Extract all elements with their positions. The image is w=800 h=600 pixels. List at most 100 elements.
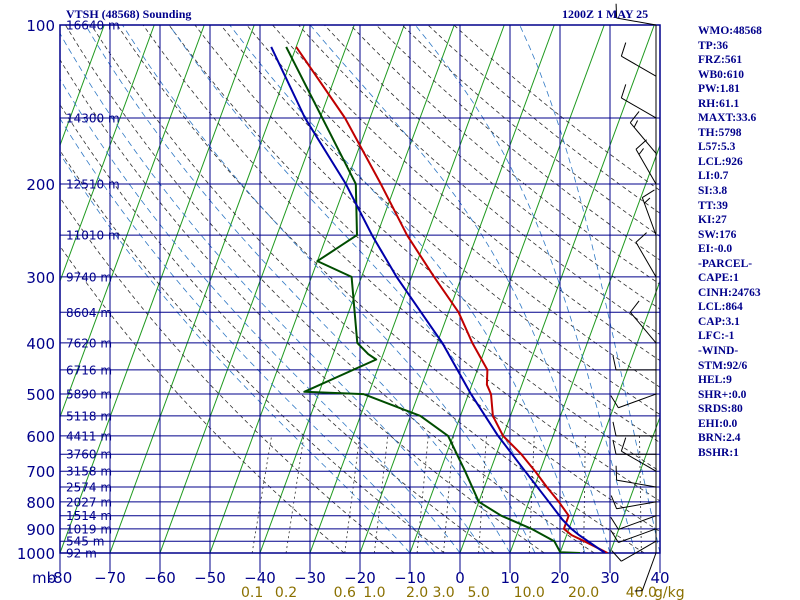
wind-barb [610, 495, 657, 510]
isotherm-line [109, 25, 305, 553]
temperature-tick-label: 40 [650, 569, 669, 587]
wind-barb [610, 528, 657, 543]
stability-index: STM:92/6 [698, 359, 748, 372]
stability-index: LCL:864 [698, 301, 743, 314]
wind-barb-flag [629, 300, 640, 313]
height-label: 545 m [66, 535, 104, 549]
pressure-tick-label: 800 [26, 494, 55, 512]
wind-barb-staff [635, 149, 657, 185]
wind-barb [641, 189, 657, 236]
wind-barb-flag [610, 495, 618, 509]
isotherm-line [159, 25, 355, 553]
wind-barb [620, 42, 657, 77]
stability-index: LFC:-1 [698, 330, 735, 343]
wind-barb [612, 355, 656, 371]
pressure-tick-label: 400 [26, 335, 55, 353]
mixing-ratio-label: 20.0 [568, 585, 599, 600]
wind-barb [620, 84, 657, 119]
isotherm-line [459, 25, 655, 553]
wind-barb [629, 111, 657, 154]
wind-barb-staff [629, 122, 657, 154]
height-label: 2027 m [66, 495, 112, 509]
observation-time: 1200Z 1 MAY 25 [562, 7, 649, 21]
wind-barb-flag [610, 517, 619, 530]
temperature-tick-label: −10 [394, 569, 426, 587]
stability-index: LCL:926 [698, 155, 743, 168]
wind-barb [610, 393, 657, 409]
isotherm-line [509, 143, 660, 553]
wind-barb-flag [642, 189, 655, 198]
wind-barb-flag [620, 42, 627, 57]
mixing-ratio-label: 2.0 [406, 585, 428, 600]
mixing-ratio-line [251, 435, 272, 553]
wind-barb-flag [635, 232, 647, 243]
height-label: 11010 m [66, 229, 120, 243]
pressure-tick-label: 300 [26, 269, 55, 287]
pressure-tick-label: 500 [26, 386, 55, 404]
dry-adiabat-line [65, 25, 595, 553]
isotherm-line [60, 25, 105, 147]
stability-index: TP:36 [698, 39, 729, 52]
mixing-ratio-line [639, 435, 642, 553]
stability-index: CAPE:1 [698, 272, 739, 285]
mixing-ratio-label: 10.0 [514, 585, 545, 600]
mixing-ratio-line [416, 435, 429, 553]
isotherm-line [60, 25, 155, 283]
dry-adiabat-line [142, 25, 660, 502]
temperature-tick-label: −30 [294, 569, 326, 587]
isotherm-line [359, 25, 555, 553]
wind-barb-staff [621, 97, 657, 119]
pressure-tick-label: 900 [26, 521, 55, 539]
temperature-tick-label: 0 [455, 569, 465, 587]
wind-barb [610, 515, 657, 530]
wind-barb-flag [635, 139, 647, 150]
height-label: 16640 m [66, 19, 120, 33]
height-label: 6716 m [66, 363, 112, 377]
stability-index: PW:1.81 [698, 83, 740, 96]
stability-index: FRZ:561 [698, 54, 743, 67]
height-label: 4411 m [66, 429, 112, 443]
wind-barb-flag [638, 148, 644, 155]
mixing-ratio-line [583, 435, 586, 553]
moist-adiabat-line [60, 32, 486, 553]
dewpoint-trace [285, 46, 581, 553]
stability-index: EHI:0.0 [698, 417, 738, 430]
temperature-tick-label: −60 [144, 569, 176, 587]
stability-index: WB0:610 [698, 68, 744, 81]
wind-barb [615, 465, 657, 488]
isotherm-lines [60, 25, 660, 553]
wind-barb-staff [635, 242, 657, 278]
wind-barb-staff [618, 515, 657, 530]
wind-barb-flag [611, 550, 622, 562]
wind-barb-staff [641, 552, 657, 591]
wind-barb-staff [616, 17, 657, 26]
wind-barb-staff [616, 501, 657, 510]
temperature-tick-label: −20 [344, 569, 376, 587]
mixing-ratio-line [443, 435, 454, 553]
wind-barb-staff [621, 55, 657, 77]
temperature-tick-label: −70 [94, 569, 126, 587]
plot-border [59, 24, 661, 554]
mixing-ratio-label: 3.0 [432, 585, 454, 600]
height-label: 7620 m [66, 336, 112, 350]
isotherm-line [60, 25, 205, 419]
wind-barb-flag [629, 111, 640, 123]
mixing-ratio-line [285, 435, 305, 553]
wind-barb [634, 552, 657, 592]
height-label: 9740 m [66, 270, 112, 284]
height-label: 5118 m [66, 409, 112, 423]
temperature-tick-label: −40 [244, 569, 276, 587]
height-label: 3760 m [66, 448, 112, 462]
dry-adiabat-lines [60, 25, 660, 553]
mixing-ratio-label: 0.6 [334, 585, 356, 600]
pressure-tick-label: 200 [26, 176, 55, 194]
wind-barb-flag [615, 465, 618, 481]
wind-barb-flag [620, 84, 627, 99]
wind-barb-flag [644, 197, 651, 204]
wind-barb-flag [612, 355, 617, 371]
wind-barb-staff [641, 197, 657, 236]
height-label: 14300 m [66, 111, 120, 125]
height-label: 3158 m [66, 465, 112, 479]
